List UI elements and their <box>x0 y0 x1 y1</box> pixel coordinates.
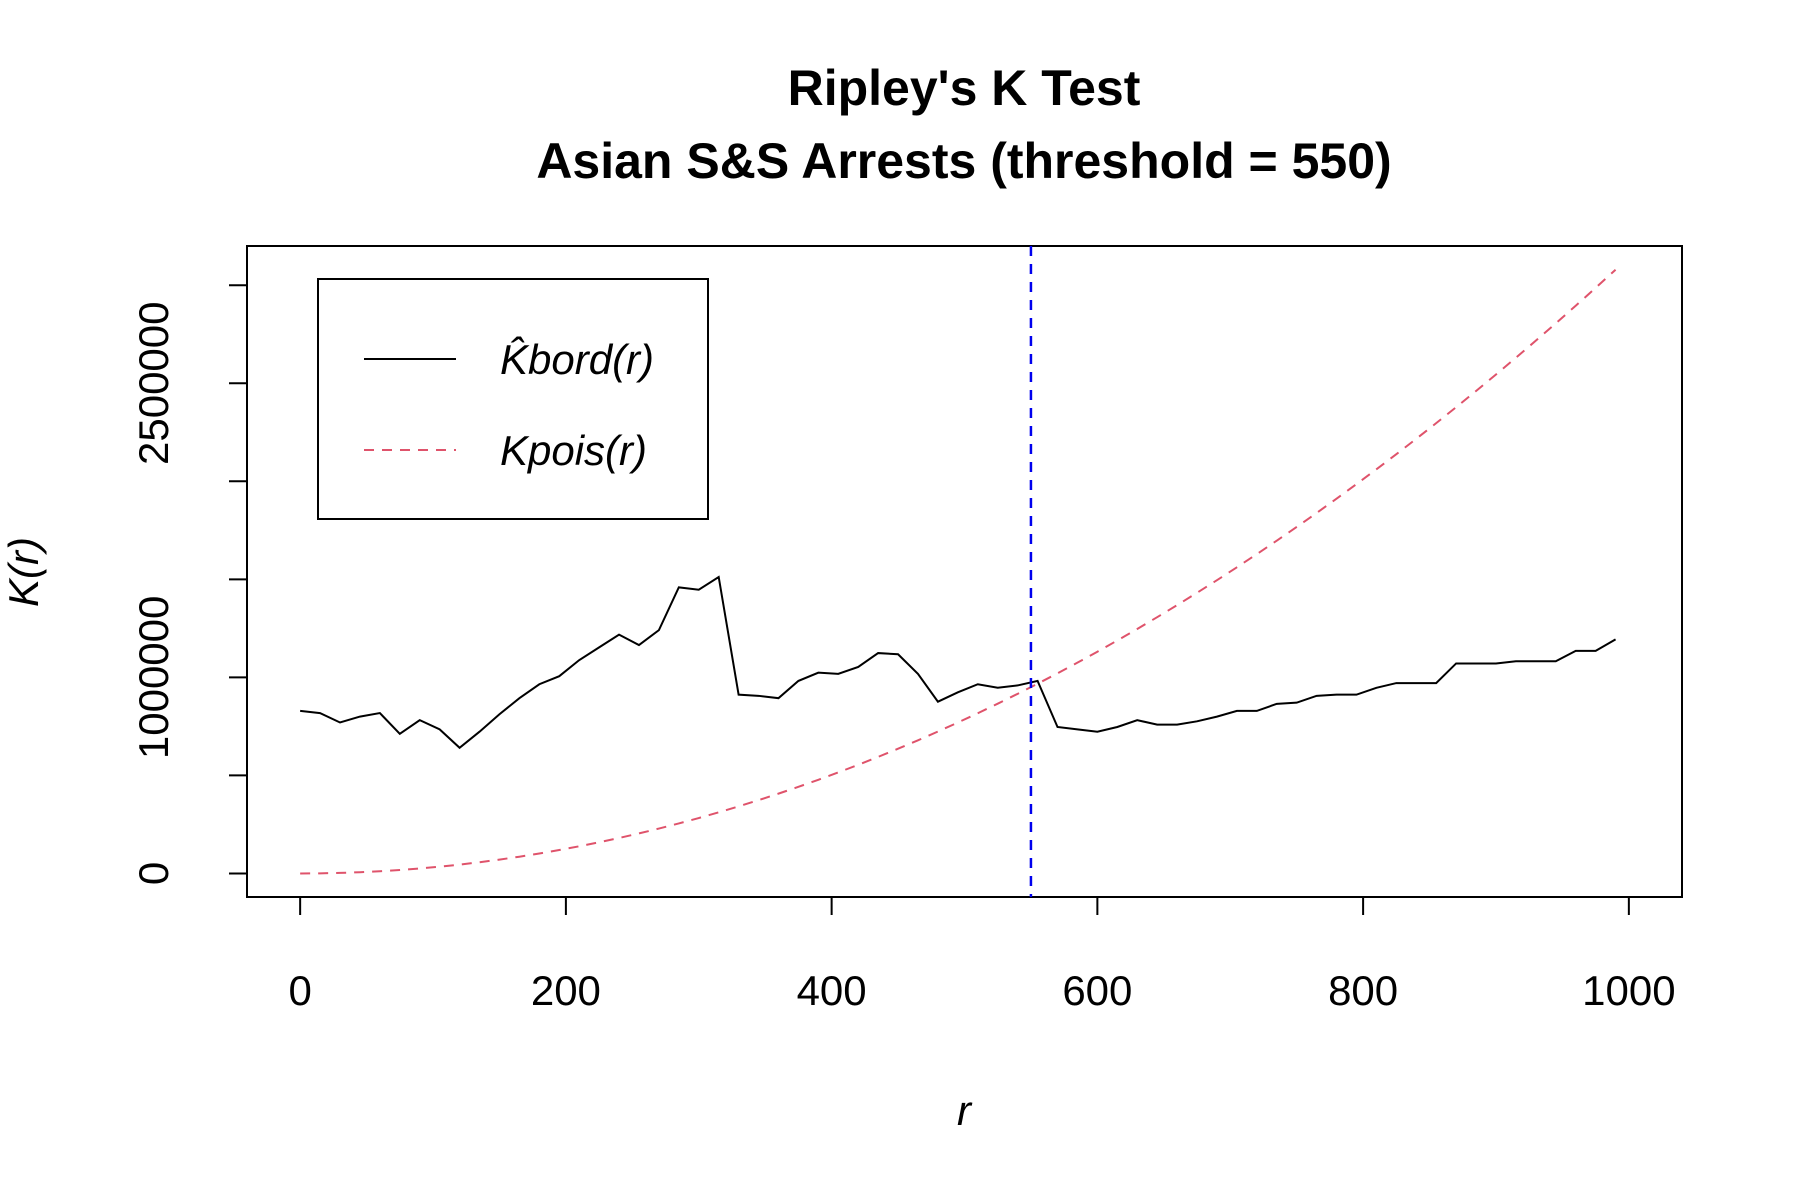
legend-box <box>317 278 709 520</box>
y-tick-label: 2500000 <box>130 302 177 466</box>
x-tick-label: 600 <box>1062 967 1132 1014</box>
y-axis-label: K(r) <box>0 537 47 607</box>
data-line <box>300 268 1617 875</box>
y-tick-label: 1000000 <box>130 596 177 760</box>
chart-subtitle: Asian S&S Arrests (threshold = 550) <box>536 133 1391 189</box>
chart-title: Ripley's K Test <box>788 60 1141 116</box>
x-tick-label: 200 <box>531 967 601 1014</box>
x-axis-label: r <box>957 1087 973 1134</box>
y-tick-label: 0 <box>130 862 177 885</box>
x-tick-label: 0 <box>288 967 311 1014</box>
legend-label: Kpois(r) <box>500 427 647 474</box>
x-tick-label: 400 <box>797 967 867 1014</box>
data-line <box>300 575 1617 750</box>
legend-label: K̂bord(r) <box>500 336 654 383</box>
x-tick-label: 800 <box>1328 967 1398 1014</box>
x-tick-label: 1000 <box>1582 967 1675 1014</box>
